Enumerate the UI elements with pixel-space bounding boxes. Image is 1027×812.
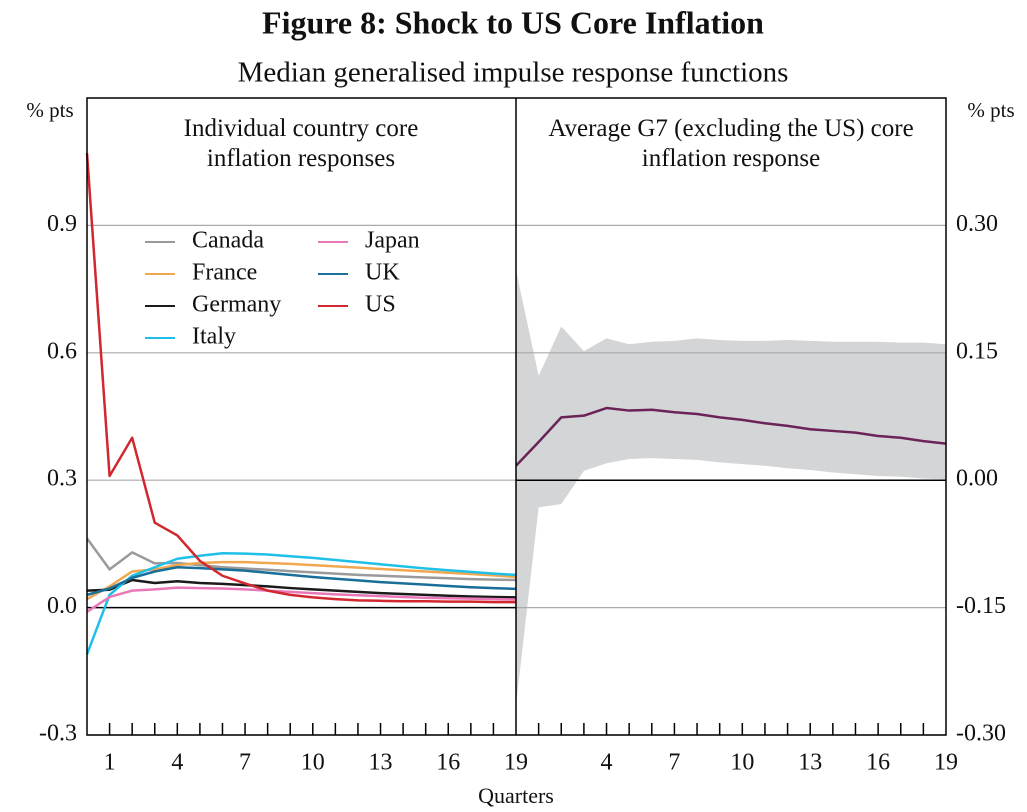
series-line: [515, 406, 947, 467]
confidence-band: [516, 270, 946, 706]
legend-label: Italy: [192, 324, 236, 350]
series-line: [85, 551, 517, 655]
x-tick-label: 19: [504, 750, 528, 776]
x-tick-label: 4: [171, 750, 183, 776]
y-axis-label: % pts: [26, 98, 73, 122]
x-tick-label: 10: [301, 750, 325, 776]
chart-subtitle: Median generalised impulse response func…: [238, 57, 789, 89]
y-tick-label: 0.30: [956, 211, 998, 237]
series-line: [86, 566, 517, 597]
panel-title: Average G7 (excluding the US) core infla…: [548, 115, 914, 172]
y-tick-label: 0.3: [47, 466, 77, 492]
x-tick-label: 16: [866, 750, 890, 776]
panel-title: Individual country core inflation respon…: [183, 115, 419, 172]
x-axis-label: Quarters: [478, 783, 554, 808]
chart-title: Figure 8: Shock to US Core Inflation: [262, 4, 764, 40]
legend-label: Japan: [365, 228, 420, 254]
legend-label: France: [192, 260, 257, 286]
series-line: [86, 578, 517, 599]
x-tick-label: 10: [730, 750, 754, 776]
x-tick-label: 1: [104, 750, 116, 776]
series-line: [85, 537, 517, 582]
y-tick-label: 0.15: [956, 338, 998, 364]
x-tick-label: 16: [436, 750, 460, 776]
series-line: [86, 560, 517, 601]
x-tick-label: 13: [798, 750, 822, 776]
y-tick-label: -0.15: [956, 593, 1006, 619]
legend-label: US: [365, 292, 396, 318]
y-tick-label: 0.0: [47, 593, 77, 619]
y-tick-label: 0.9: [47, 211, 77, 237]
legend-label: Canada: [192, 228, 264, 254]
x-tick-label: 19: [934, 750, 958, 776]
legend-label: Germany: [192, 292, 281, 318]
y-axis-label: % pts: [967, 98, 1014, 122]
x-tick-label: 13: [369, 750, 393, 776]
x-tick-label: 7: [239, 750, 251, 776]
series-line: [85, 153, 516, 604]
x-tick-label: 7: [668, 750, 680, 776]
y-tick-label: 0.00: [956, 466, 998, 492]
series-line: [86, 586, 517, 613]
x-tick-label: 4: [601, 750, 613, 776]
legend-label: UK: [365, 260, 400, 286]
y-tick-label: -0.3: [39, 721, 77, 747]
y-tick-label: -0.30: [956, 721, 1006, 747]
y-tick-label: 0.6: [47, 338, 77, 364]
